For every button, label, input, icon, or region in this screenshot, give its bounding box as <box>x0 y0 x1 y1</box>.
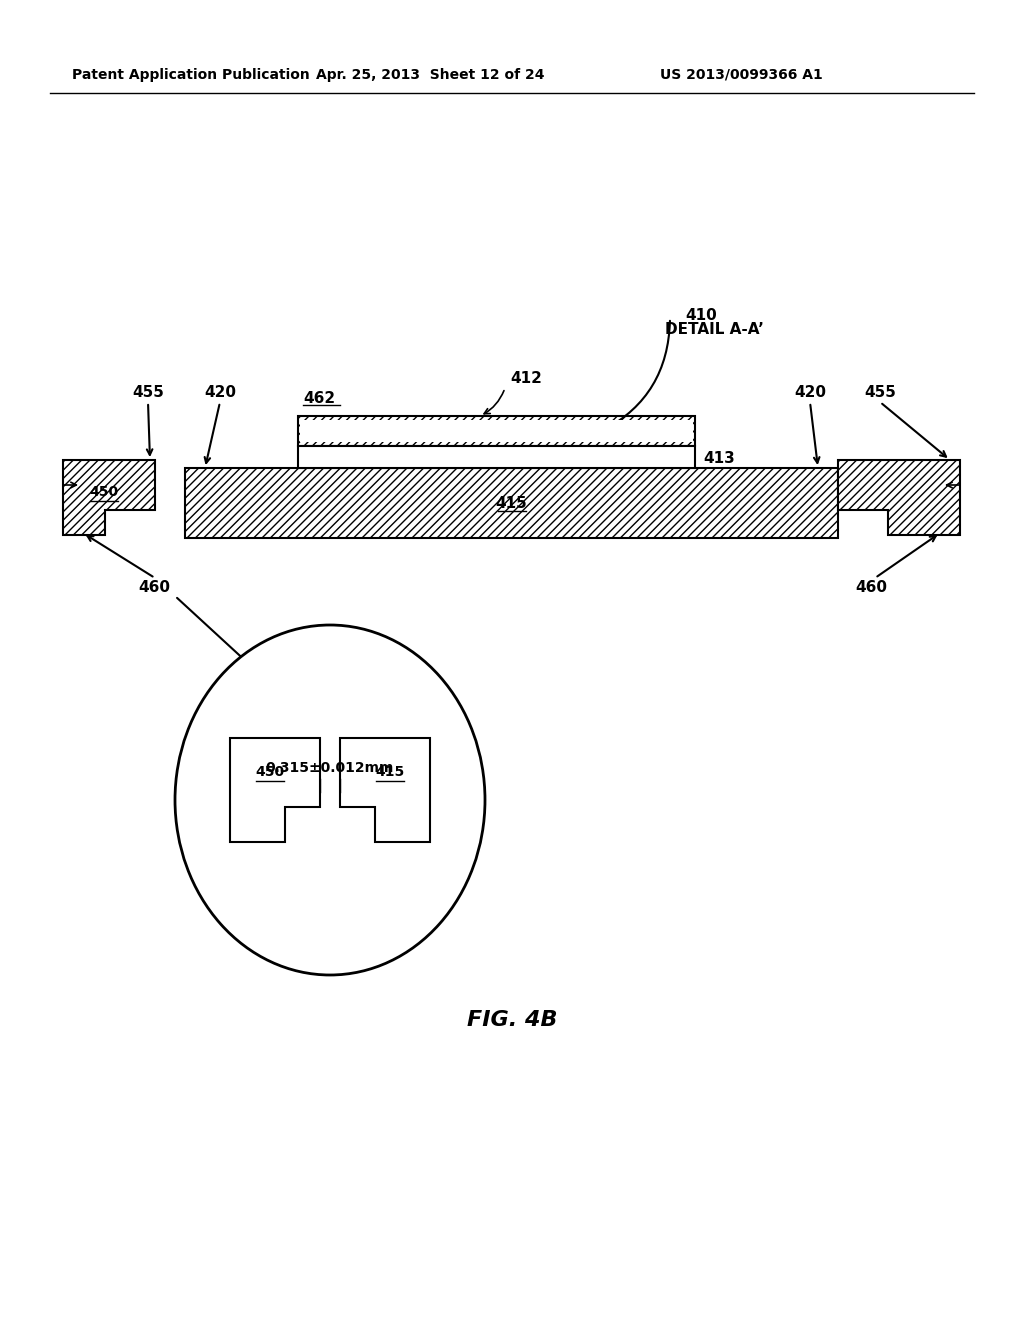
Ellipse shape <box>175 624 485 975</box>
Text: FIG. 4B: FIG. 4B <box>467 1010 557 1030</box>
Polygon shape <box>340 738 430 842</box>
Text: 455: 455 <box>132 385 164 400</box>
Text: 460: 460 <box>855 579 887 595</box>
Bar <box>298 416 695 446</box>
Text: US 2013/0099366 A1: US 2013/0099366 A1 <box>660 69 822 82</box>
Polygon shape <box>838 459 961 535</box>
Text: 415: 415 <box>376 766 404 780</box>
Text: 415: 415 <box>496 495 527 511</box>
Text: 413: 413 <box>703 451 735 466</box>
Text: DETAIL A-A’: DETAIL A-A’ <box>665 322 764 337</box>
Text: 462: 462 <box>303 391 335 407</box>
Text: 460: 460 <box>138 579 170 595</box>
Text: 420: 420 <box>794 385 826 400</box>
Bar <box>185 469 838 539</box>
Polygon shape <box>63 459 155 535</box>
Text: Patent Application Publication: Patent Application Publication <box>72 69 309 82</box>
Bar <box>300 420 693 442</box>
Polygon shape <box>230 738 319 842</box>
Text: 450: 450 <box>255 766 285 780</box>
Text: 410: 410 <box>685 308 717 323</box>
Text: 455: 455 <box>864 385 896 400</box>
Text: 450: 450 <box>89 486 119 499</box>
Text: 412: 412 <box>510 371 542 385</box>
Text: 420: 420 <box>204 385 236 400</box>
Text: 0.315±0.012mm: 0.315±0.012mm <box>266 762 394 775</box>
Bar <box>298 446 695 469</box>
Text: Apr. 25, 2013  Sheet 12 of 24: Apr. 25, 2013 Sheet 12 of 24 <box>315 69 544 82</box>
